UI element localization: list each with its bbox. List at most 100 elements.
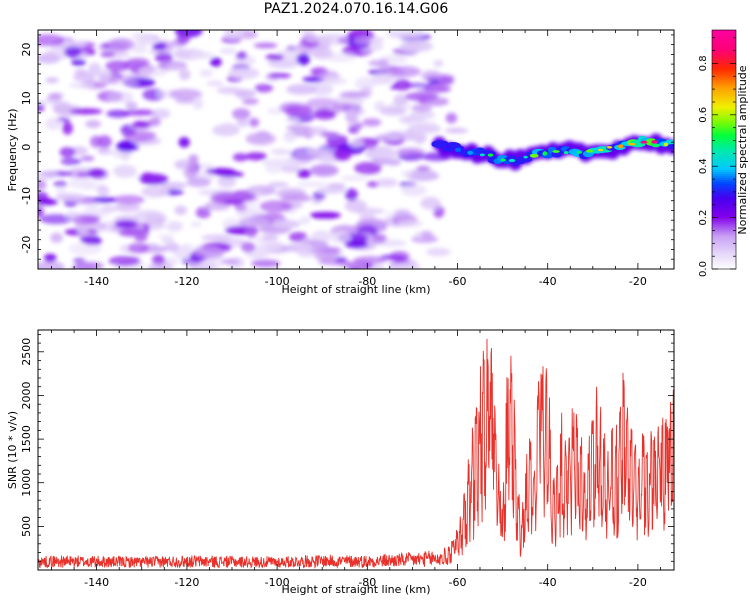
colorbar-band <box>712 265 736 268</box>
noise-blob <box>223 199 245 206</box>
noise-blob <box>148 263 164 269</box>
noise-blob <box>270 148 292 156</box>
colorbar-band <box>712 147 736 151</box>
colorbar-band <box>712 39 736 43</box>
noise-blob <box>416 166 431 171</box>
noise-blob <box>72 215 100 225</box>
y-tick-label: 500 <box>20 516 33 537</box>
top-y-axis-label: Frequency (Hz) <box>6 109 19 192</box>
noise-blob <box>193 245 225 259</box>
noise-blob <box>267 182 289 188</box>
colorbar-band <box>712 143 736 147</box>
noise-blob <box>55 193 86 202</box>
noise-blob <box>217 175 237 188</box>
noise-blob <box>284 105 314 117</box>
signal-core <box>586 149 594 153</box>
x-tick-label: -120 <box>174 275 199 288</box>
noise-blob <box>406 264 421 269</box>
colorbar-tick-label: 0.2 <box>698 210 709 226</box>
y-tick-label: 2500 <box>20 338 33 366</box>
colorbar-band <box>712 149 736 153</box>
noise-blob <box>117 140 136 152</box>
y-tick-label: 20 <box>20 43 33 57</box>
noise-blob <box>206 80 224 87</box>
signal-core <box>508 158 516 163</box>
noise-blob <box>238 202 259 215</box>
noise-blob <box>421 230 434 240</box>
colorbar-band <box>712 209 736 212</box>
noise-blob <box>241 97 259 105</box>
noise-blob <box>223 30 244 39</box>
noise-blob <box>309 211 341 219</box>
x-tick-label: -140 <box>84 576 109 589</box>
colorbar-band <box>712 207 736 210</box>
noise-blob <box>265 54 284 61</box>
noise-blob <box>280 194 312 203</box>
noise-blob <box>405 168 438 182</box>
noise-blob <box>38 53 61 64</box>
colorbar-tick-label: 0.0 <box>698 261 709 277</box>
noise-blob <box>283 131 297 143</box>
colorbar-band <box>712 191 736 194</box>
colorbar-band <box>712 257 736 260</box>
noise-blob <box>307 47 334 57</box>
colorbar-band <box>712 91 736 95</box>
noise-blob <box>382 130 417 141</box>
noise-blob <box>349 139 365 148</box>
x-tick-label: -140 <box>84 275 109 288</box>
colorbar-band <box>712 77 736 81</box>
colorbar-band <box>712 109 736 113</box>
noise-blob <box>345 107 366 116</box>
colorbar-band <box>712 31 736 35</box>
noise-blob <box>444 127 468 134</box>
noise-blob <box>201 261 223 269</box>
noise-blob <box>312 190 326 201</box>
noise-blob <box>232 153 249 162</box>
colorbar-band <box>712 83 736 87</box>
noise-blob <box>114 220 138 229</box>
noise-blob <box>317 186 347 194</box>
signal-core <box>606 146 613 149</box>
signal-core <box>529 153 539 158</box>
noise-blob <box>43 170 57 179</box>
colorbar-band <box>712 241 736 244</box>
x-tick-label: -100 <box>265 576 290 589</box>
signal-core <box>563 151 569 155</box>
colorbar-band <box>712 153 736 157</box>
colorbar-band <box>712 167 736 171</box>
noise-blob <box>284 242 314 253</box>
colorbar-band <box>712 51 736 55</box>
colorbar-band <box>712 161 736 165</box>
colorbar-band <box>712 235 736 238</box>
noise-blob <box>393 94 408 106</box>
noise-blob <box>174 47 187 54</box>
colorbar-band <box>712 229 736 232</box>
x-tick-label: -20 <box>629 275 647 288</box>
colorbar-band <box>712 113 736 117</box>
colorbar-band <box>712 181 736 184</box>
noise-blob <box>123 130 157 142</box>
colorbar-band <box>712 121 736 125</box>
signal-core <box>542 151 548 156</box>
noise-blob <box>258 242 285 252</box>
noise-blob <box>394 209 411 219</box>
colorbar-band <box>712 249 736 252</box>
colorbar-band <box>712 145 736 149</box>
noise-blob <box>302 76 325 83</box>
colorbar-band <box>712 101 736 105</box>
noise-blob <box>426 247 451 257</box>
noise-blob <box>329 230 351 244</box>
noise-blob <box>67 178 96 189</box>
colorbar-band <box>712 253 736 256</box>
noise-blob <box>82 207 110 218</box>
noise-blob <box>353 256 387 265</box>
colorbar-band <box>712 47 736 51</box>
x-tick-label: -120 <box>174 576 199 589</box>
noise-blob <box>246 225 258 239</box>
noise-blob <box>71 59 86 66</box>
noise-blob <box>389 250 410 264</box>
colorbar-band <box>712 65 736 69</box>
noise-blob <box>345 188 358 202</box>
noise-blob <box>59 147 76 158</box>
noise-blob <box>141 172 155 179</box>
